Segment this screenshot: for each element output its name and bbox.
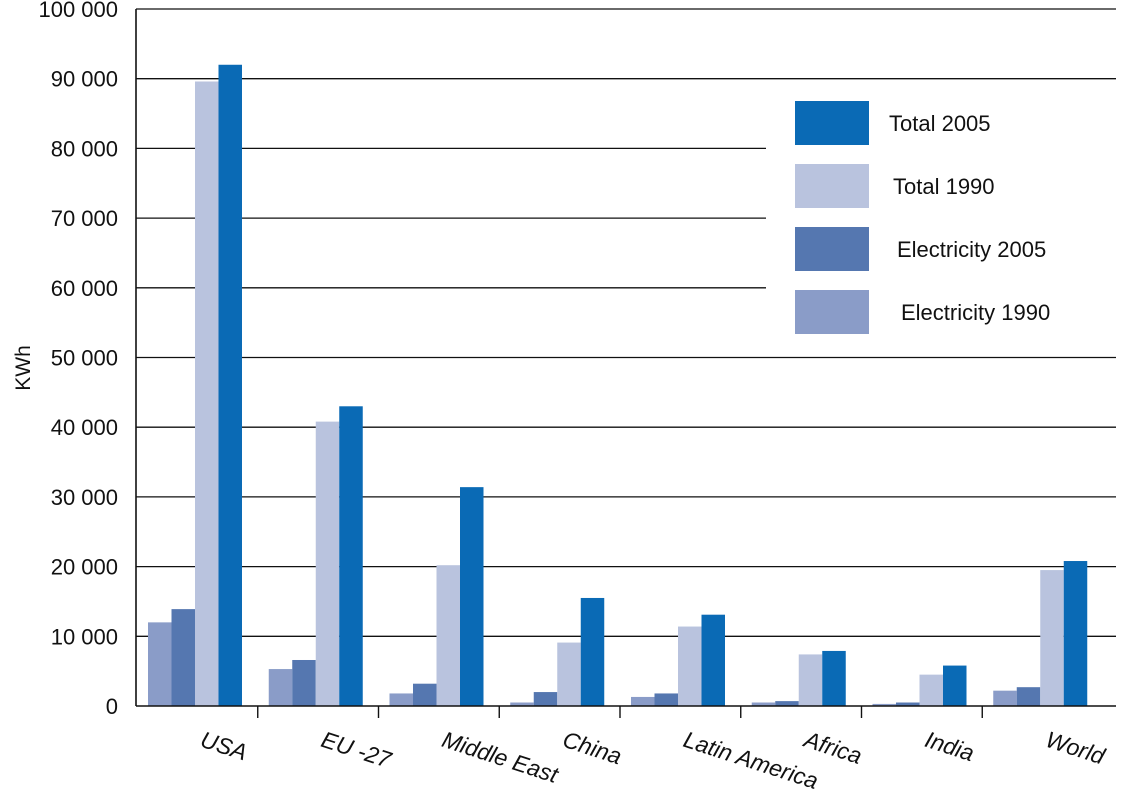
legend-swatch [795, 290, 869, 334]
y-axis-title: KWh [12, 345, 35, 391]
bar [460, 487, 484, 706]
bar [580, 597, 605, 706]
bar [171, 609, 195, 706]
bar [775, 701, 799, 706]
bar [631, 696, 655, 706]
bar [268, 669, 293, 706]
legend-label: Total 1990 [893, 174, 995, 199]
legend-swatch [795, 227, 869, 271]
y-tick-label: 100 000 [38, 0, 118, 22]
x-category-label: China [560, 726, 625, 769]
y-tick-label: 70 000 [51, 206, 118, 231]
bar [148, 622, 172, 706]
legend-label: Total 2005 [889, 111, 991, 136]
legend: Total 2005 Total 1990 Electricity 2005 Elec… [766, 82, 1116, 354]
bar [218, 64, 242, 706]
bar [1040, 570, 1064, 706]
bar [678, 626, 702, 706]
bars [148, 64, 1088, 707]
bar [919, 674, 943, 706]
y-tick-label: 90 000 [51, 67, 118, 92]
x-category-label: World [1043, 726, 1109, 770]
bar [339, 406, 363, 706]
y-tick-label: 60 000 [51, 276, 118, 301]
bar [654, 693, 678, 706]
bar [872, 703, 896, 706]
bar [436, 565, 460, 706]
y-tick-label: 40 000 [51, 415, 118, 440]
y-tick-label: 0 [106, 694, 118, 719]
y-tick-label: 20 000 [51, 555, 118, 580]
bar [1063, 561, 1088, 706]
bar [557, 642, 581, 706]
x-category-label: EU -27 [318, 726, 395, 773]
bar [315, 421, 340, 706]
bar [822, 650, 846, 706]
bar [943, 665, 967, 706]
y-tick-label: 80 000 [51, 136, 118, 161]
bar [510, 702, 534, 706]
bar [701, 614, 725, 706]
x-category-label: Africa [799, 725, 865, 769]
bar [195, 81, 219, 707]
bar [798, 654, 823, 706]
bar [292, 659, 316, 706]
x-category-label: Middle East [439, 726, 563, 788]
bar [896, 702, 920, 706]
y-tick-label: 10 000 [51, 624, 118, 649]
legend-swatch [795, 164, 869, 208]
legend-label: Electricity 1990 [901, 300, 1050, 325]
y-tick-label: 30 000 [51, 485, 118, 510]
bar [413, 683, 437, 706]
x-category-label: USA [197, 726, 250, 765]
bar [1016, 687, 1041, 706]
bar [533, 692, 558, 706]
x-category-label: India [922, 726, 977, 766]
legend-swatch [795, 101, 869, 145]
bar [993, 690, 1017, 706]
gridlines [136, 8, 1116, 637]
bar [751, 702, 776, 706]
x-category-label: Latin America [680, 726, 821, 794]
legend-label: Electricity 2005 [897, 237, 1046, 262]
y-tick-label: 50 000 [51, 346, 118, 371]
bar [389, 693, 413, 706]
